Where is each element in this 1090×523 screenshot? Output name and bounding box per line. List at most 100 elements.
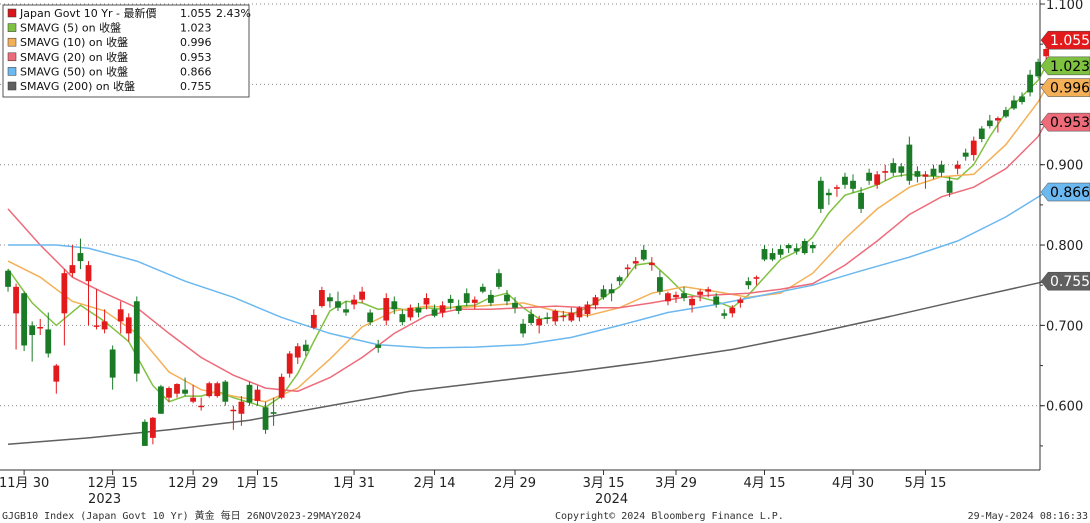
footer-timestamp: 29-May-2024 08:16:33	[968, 511, 1088, 522]
candle-body	[496, 273, 502, 287]
candle-body	[713, 296, 720, 305]
candle-body	[608, 289, 615, 294]
candle-body	[809, 245, 816, 249]
candle-body	[13, 286, 19, 314]
candle-body	[463, 293, 470, 303]
candle-body	[286, 353, 293, 374]
candle-body	[149, 417, 156, 438]
candle-body	[487, 294, 494, 303]
candle-body	[278, 376, 285, 398]
legend-label: SMAVG (200) on 收盤	[20, 79, 135, 93]
x-tick-label: 2月 14	[414, 476, 456, 491]
candle-body	[689, 298, 695, 306]
candle-body	[825, 192, 832, 196]
candle-body	[351, 299, 357, 305]
series-line	[7, 280, 1047, 446]
candle-body	[785, 245, 792, 249]
candle-body	[994, 118, 1001, 121]
y-tick-label: 0.900	[1046, 159, 1083, 174]
candle-body	[632, 261, 639, 264]
legend-value: 0.755	[180, 80, 212, 93]
candle-body	[423, 298, 430, 305]
candle-body	[206, 383, 213, 397]
candle-body	[898, 166, 905, 173]
candle-body	[681, 293, 687, 299]
candle-body	[769, 253, 776, 260]
candle-body	[697, 291, 704, 295]
candle-body	[343, 309, 349, 313]
legend-value: 1.055	[180, 7, 212, 20]
y-tick-label: 0.700	[1046, 319, 1083, 334]
candle-body	[753, 277, 760, 279]
candle-body	[166, 388, 172, 398]
candle-body	[504, 294, 510, 302]
year-label: 2023	[88, 492, 121, 507]
candle-body	[270, 412, 277, 414]
legend-box	[2, 4, 250, 98]
candle-body	[962, 152, 969, 157]
candle-body	[246, 384, 253, 403]
candle-body	[238, 401, 245, 414]
x-tick-label: 12月 15	[88, 476, 138, 491]
candle-body	[922, 174, 929, 177]
candle-body	[158, 386, 164, 414]
candle-body	[874, 174, 881, 185]
candle-body	[624, 267, 631, 270]
candle-body	[5, 270, 11, 287]
candle-body	[568, 312, 575, 321]
candle-body	[45, 329, 52, 354]
legend-swatch	[7, 37, 17, 47]
candle-body	[858, 192, 864, 209]
candle-body	[930, 168, 937, 176]
x-tick-label: 2月 29	[494, 476, 536, 491]
candlesticks	[5, 37, 1066, 446]
legend-label: SMAVG (20) on 收盤	[20, 50, 128, 64]
candle-body	[327, 297, 333, 302]
candle-body	[294, 346, 301, 358]
value-badge-label: 0.755	[1050, 274, 1090, 290]
candle-body	[447, 298, 454, 303]
candle-body	[479, 286, 486, 292]
candle-body	[391, 301, 398, 310]
candle-body	[536, 318, 543, 326]
candle-body	[640, 249, 647, 260]
candle-body	[512, 302, 518, 308]
footer-source: GJGB10 Index (Japan Govt 10 Yr) 黃金 每日 26…	[2, 509, 361, 522]
candle-body	[439, 305, 446, 313]
legend-change: 2.43%	[216, 7, 251, 20]
x-tick-label: 4月 30	[832, 476, 874, 491]
candle-body	[793, 248, 800, 252]
candle-body	[214, 383, 221, 397]
footer-copyright: Copyright© 2024 Bloomberg Finance L.P.	[555, 511, 784, 522]
candle-body	[970, 140, 977, 156]
legend-label: Japan Govt 10 Yr - 最新價	[19, 6, 156, 20]
candle-body	[53, 365, 60, 382]
x-tick-label: 5月 15	[904, 476, 946, 491]
x-tick-label: 3月 15	[583, 476, 625, 491]
candle-body	[182, 389, 188, 394]
candle-body	[954, 164, 961, 169]
candle-body	[375, 344, 382, 348]
candle-body	[383, 298, 390, 321]
candle-body	[761, 249, 768, 260]
legend-swatch	[7, 67, 17, 76]
candle-body	[544, 317, 551, 319]
candle-body	[117, 309, 124, 322]
value-badge	[1040, 78, 1090, 97]
candle-body	[890, 163, 897, 173]
candle-body	[101, 321, 108, 330]
gridlines	[0, 3, 1040, 407]
candle-body	[141, 421, 148, 446]
x-tick-label: 12月 29	[168, 476, 218, 491]
candle-body	[302, 344, 309, 352]
candle-body	[1043, 49, 1050, 57]
candle-body	[986, 120, 993, 127]
candle-body	[648, 262, 655, 266]
legend-label: SMAVG (50) on 收盤	[20, 64, 128, 78]
candle-body	[335, 301, 341, 308]
candle-body	[914, 171, 921, 177]
candle-body	[1027, 74, 1033, 93]
candle-body	[1019, 96, 1025, 103]
candle-body	[616, 277, 623, 282]
